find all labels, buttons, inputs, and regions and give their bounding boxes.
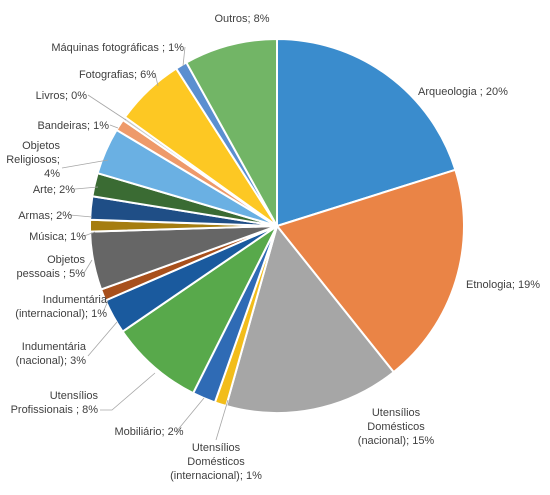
slice-label-line: Profissionais ; 8% (11, 404, 99, 416)
slice-label: Máquinas fotográficas ; 1% (51, 42, 184, 54)
slice-label-line: Música; 1% (29, 231, 86, 243)
slice-label-line: Fotografias; 6% (79, 69, 156, 81)
slice-label-line: Máquinas fotográficas ; 1% (51, 42, 184, 54)
slice-label-line: (nacional); 3% (16, 355, 87, 367)
slice-label: Indumentária (nacional); 3% (16, 341, 87, 367)
leader-line (87, 321, 118, 357)
slice-label: Objetos pessoais ; 5% (17, 254, 86, 280)
slice-label-line: Indumentária (22, 341, 87, 353)
slice-label-line: Bandeiras; 1% (37, 120, 109, 132)
slice-label-line: 4% (44, 168, 60, 180)
slice-label-line: pessoais ; 5% (17, 268, 86, 280)
slice-labels: Arqueologia ; 20% Etnologia; 19% Utensílio… (6, 13, 540, 482)
leader-line (83, 231, 96, 237)
leader-line (175, 397, 205, 433)
leader-line (154, 72, 159, 87)
slice-label-line: (internacional); 1% (170, 470, 262, 482)
pie-slice (185, 38, 278, 227)
slice-label-line: (internacional); 1% (15, 308, 107, 320)
leader-line (109, 124, 119, 129)
slice-label: Arqueologia ; 20% (418, 86, 508, 98)
slice-label-line: Arte; 2% (33, 184, 75, 196)
leader-line (74, 186, 99, 190)
slice-label: Objetos Religiosos; 4% (6, 140, 60, 180)
slice-label-line: Etnologia; 19% (466, 279, 540, 291)
slice-label-line: Utensílios (372, 407, 421, 419)
slice-label: Outros; 8% (214, 13, 269, 25)
leader-line (215, 399, 229, 441)
slice-label: Indumentária (internacional); 1% (15, 294, 108, 320)
slice-label: Utensílios Profissionais ; 8% (11, 390, 99, 416)
slice-label-line: Utensílios (192, 442, 241, 454)
pie-slices (88, 38, 465, 414)
leader-line (61, 159, 109, 169)
slice-label: Fotografias; 6% (79, 69, 156, 81)
leader-line (69, 214, 93, 218)
slice-label: Armas; 2% (18, 210, 72, 222)
slice-label-line: Arqueologia ; 20% (418, 86, 508, 98)
slice-label: Música; 1% (29, 231, 86, 243)
slice-label-line: Domésticos (187, 456, 245, 468)
leader-line (103, 300, 109, 311)
slice-label-line: Outros; 8% (214, 13, 269, 25)
pie-slice (276, 168, 465, 374)
leader-line (83, 259, 93, 274)
pie-slice (225, 225, 395, 414)
slice-label-line: Mobiliário; 2% (114, 426, 183, 438)
leader-line (87, 94, 127, 121)
pie-slice (276, 38, 457, 227)
slice-label: Livros; 0% (36, 90, 88, 102)
slice-label: Etnologia; 19% (466, 279, 540, 291)
slice-label-line: Livros; 0% (36, 90, 88, 102)
slice-label-line: Religiosos; (6, 154, 60, 166)
leader-line (100, 372, 156, 411)
slice-label: Bandeiras; 1% (37, 120, 109, 132)
slice-label-line: Armas; 2% (18, 210, 72, 222)
slice-label-line: (nacional); 15% (358, 435, 435, 447)
slice-label-line: Objetos (47, 254, 85, 266)
leader-line (182, 46, 186, 67)
pie-slice (121, 225, 278, 395)
slice-label-line: Indumentária (43, 294, 108, 306)
slice-label-line: Utensílios (50, 390, 99, 402)
slice-label-line: Objetos (22, 140, 60, 152)
slice-label: Mobiliário; 2% (114, 426, 183, 438)
slice-label: Utensílios Domésticos (internacional); 1% (170, 442, 262, 482)
leader-lines (61, 46, 229, 441)
slice-label-line: Domésticos (367, 421, 425, 433)
slice-label: Utensílios Domésticos (nacional); 15% (358, 407, 435, 447)
slice-label: Arte; 2% (33, 184, 75, 196)
